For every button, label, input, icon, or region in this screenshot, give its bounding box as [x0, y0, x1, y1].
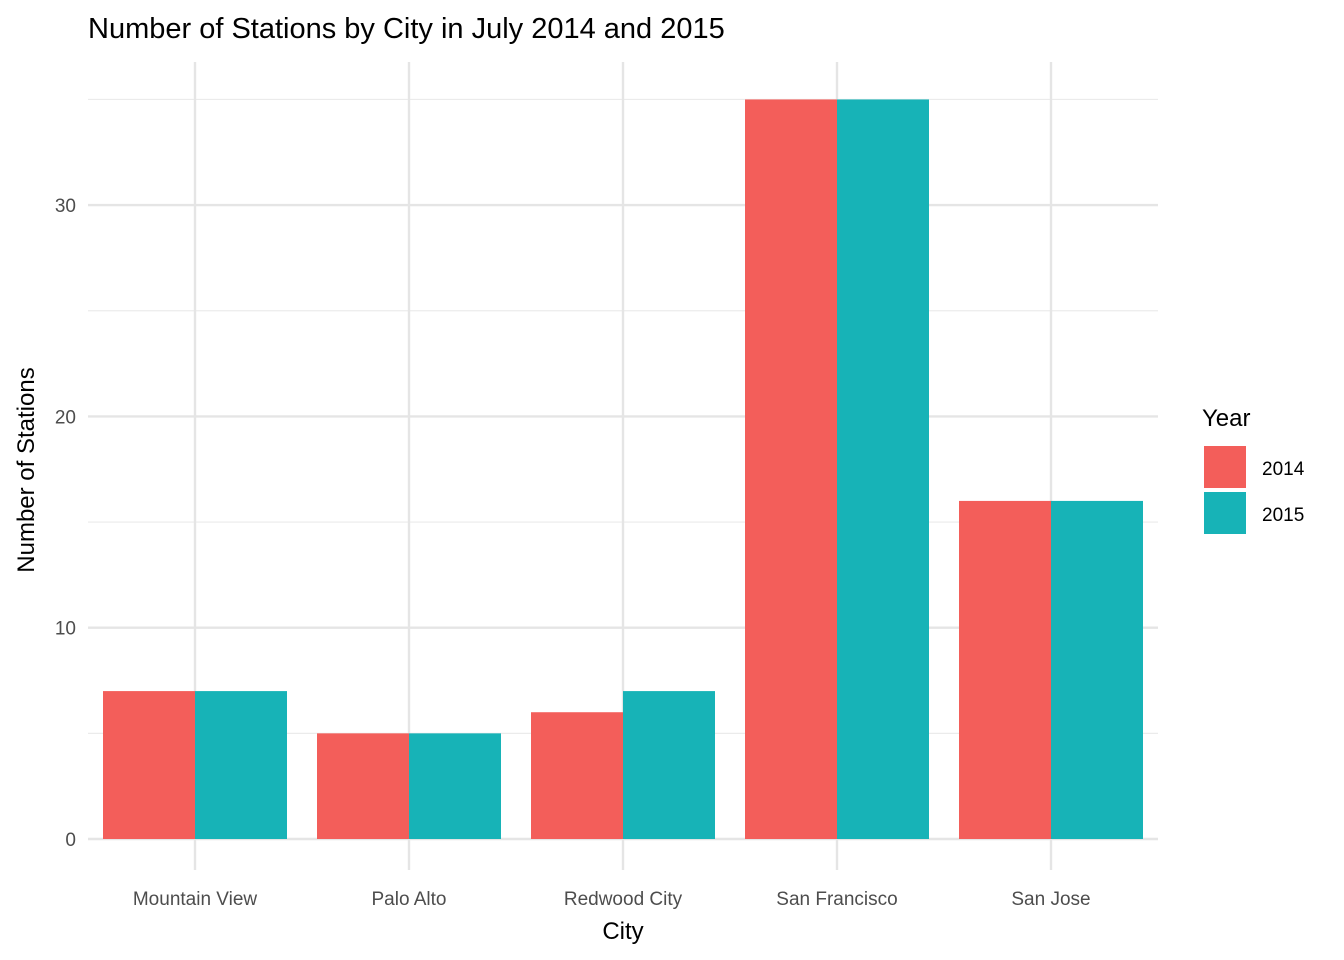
y-tick-label: 30	[55, 196, 76, 217]
bar-2014-san-francisco	[745, 99, 837, 839]
y-tick-label: 0	[65, 830, 76, 851]
bar-2015-redwood-city	[623, 691, 715, 839]
x-tick-label: Redwood City	[564, 889, 683, 910]
x-tick-label: San Jose	[1011, 889, 1090, 910]
bar-2015-san-jose	[1051, 500, 1143, 839]
bar-2014-redwood-city	[531, 712, 623, 839]
legend-label: 2014	[1262, 459, 1305, 480]
x-tick-label: San Francisco	[776, 889, 897, 910]
y-axis-title: Number of Stations	[13, 367, 40, 572]
bars	[103, 99, 1143, 839]
x-tick-label: Mountain View	[133, 889, 258, 910]
bar-2015-san-francisco	[837, 99, 929, 839]
legend-title: Year	[1202, 405, 1251, 432]
bar-2014-san-jose	[959, 500, 1051, 839]
bar-2015-palo-alto	[409, 733, 501, 839]
x-tick-label: Palo Alto	[372, 889, 447, 910]
legend-key-2015	[1204, 492, 1246, 534]
legend-key-2014	[1204, 446, 1246, 488]
legend-label: 2015	[1262, 505, 1304, 526]
x-tick-labels: Mountain View Palo Alto Redwood City San Fr…	[133, 889, 1091, 910]
bar-2015-mountain-view	[195, 691, 287, 839]
legend: Year 2014 2015	[1202, 405, 1305, 534]
y-tick-labels: 0 10 20 30	[55, 196, 76, 851]
y-tick-label: 20	[55, 407, 76, 428]
bar-2014-palo-alto	[317, 733, 409, 839]
bar-2014-mountain-view	[103, 691, 195, 839]
y-tick-label: 10	[55, 619, 76, 640]
x-axis-title: City	[602, 918, 643, 945]
chart-title: Number of Stations by City in July 2014 …	[88, 13, 725, 45]
